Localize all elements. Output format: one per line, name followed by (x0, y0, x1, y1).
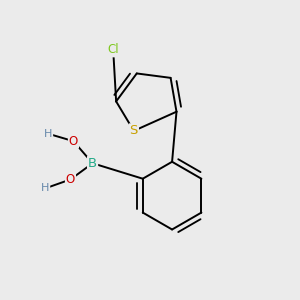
Text: Cl: Cl (107, 44, 119, 56)
Text: B: B (88, 157, 97, 170)
Text: O: O (69, 135, 78, 148)
Text: H: H (41, 183, 50, 193)
Text: S: S (130, 124, 138, 137)
Text: O: O (66, 173, 75, 186)
Text: H: H (44, 129, 52, 139)
